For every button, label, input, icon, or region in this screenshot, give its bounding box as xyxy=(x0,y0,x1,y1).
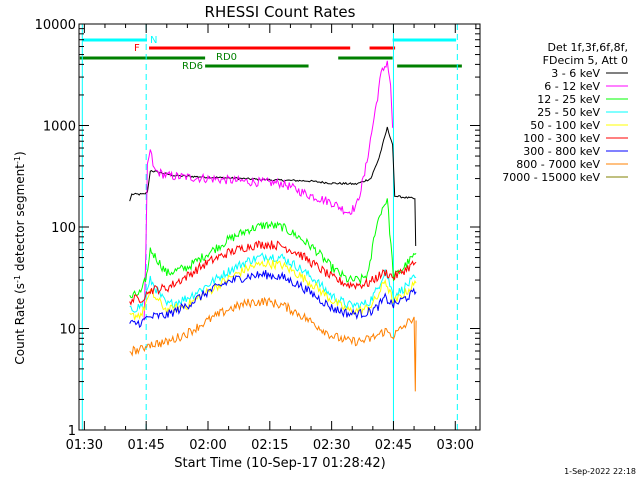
flag-label-3: RD6 xyxy=(182,61,203,72)
y-tick-label-4: 10000 xyxy=(35,18,76,33)
x-tick-label-5: 02:45 xyxy=(375,438,412,453)
series-line-6 xyxy=(129,269,417,329)
x-tick-label-4: 02:30 xyxy=(313,438,350,453)
chart-title: RHESSI Count Rates xyxy=(205,3,356,21)
legend-header-1: FDecim 5, Att 0 xyxy=(543,54,628,67)
x-axis-label: Start Time (10-Sep-17 01:28:42) xyxy=(174,456,385,471)
x-tick-label-1: 01:45 xyxy=(127,438,164,453)
legend-label-0: 3 - 6 keV xyxy=(551,67,600,80)
y-axis-label: Count Rate (s-1 detector segment-1) xyxy=(13,151,28,364)
legend-label-3: 25 - 50 keV xyxy=(537,106,600,119)
legend: Det 1f,3f,6f,8f,FDecim 5, Att 03 - 6 keV… xyxy=(502,41,628,184)
y-tick-label-3: 1000 xyxy=(43,120,76,135)
legend-label-1: 6 - 12 keV xyxy=(544,80,600,93)
legend-label-5: 100 - 300 keV xyxy=(523,132,600,145)
x-tick-label-2: 02:00 xyxy=(189,438,226,453)
y-tick-label-0: 1 xyxy=(68,424,76,439)
x-tick-label-3: 02:15 xyxy=(251,438,288,453)
series-line-7 xyxy=(129,296,417,392)
legend-label-2: 12 - 25 keV xyxy=(537,93,600,106)
series-line-5 xyxy=(129,240,417,306)
series-line-1 xyxy=(143,60,394,321)
series-line-3 xyxy=(129,252,417,313)
legend-label-4: 50 - 100 keV xyxy=(530,119,600,132)
vertical-markers xyxy=(81,24,458,430)
series-line-0 xyxy=(129,126,417,247)
legend-label-6: 300 - 800 keV xyxy=(523,145,600,158)
y-tick-label-1: 10 xyxy=(59,323,76,338)
flag-label-1: F xyxy=(134,43,140,54)
series-line-2 xyxy=(129,198,417,299)
series-line-4 xyxy=(129,257,417,321)
x-tick-label-0: 01:30 xyxy=(66,438,103,453)
flag-label-0: N xyxy=(150,35,157,46)
series-group xyxy=(129,60,417,392)
legend-header-0: Det 1f,3f,6f,8f, xyxy=(547,41,628,54)
legend-label-7: 800 - 7000 keV xyxy=(516,158,600,171)
plot-frame xyxy=(78,23,481,431)
legend-label-8: 7000 - 15000 keV xyxy=(502,171,600,184)
x-tick-label-6: 03:00 xyxy=(437,438,474,453)
y-axis-ticks: 1 10 100 1000 10000 xyxy=(35,18,480,439)
timestamp: 1-Sep-2022 22:18 xyxy=(564,467,636,476)
y-tick-label-2: 100 xyxy=(51,221,76,236)
flag-label-2: RD0 xyxy=(216,52,237,63)
x-axis-ticks: 01:30 01:45 02:00 02:15 02:30 02:45 03:00 xyxy=(66,24,477,453)
flag-bars: NF RD0 RD6 xyxy=(79,35,462,72)
